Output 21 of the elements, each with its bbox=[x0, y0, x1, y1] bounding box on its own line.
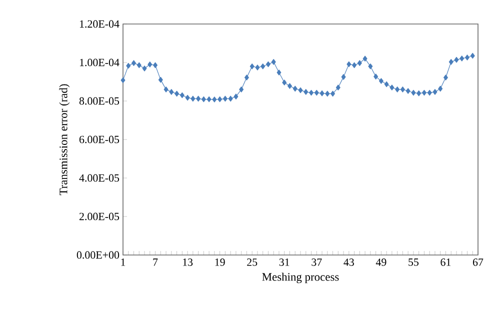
y-tick-label: 1.20E-04 bbox=[80, 20, 120, 28]
x-axis-title: Meshing process bbox=[262, 272, 339, 284]
y-tick-label: 6.00E-05 bbox=[79, 136, 120, 144]
y-tick-label: 4.00E-05 bbox=[79, 174, 120, 182]
x-tick-label: 7 bbox=[153, 258, 158, 266]
y-tick-label: 2.00E-05 bbox=[79, 212, 120, 220]
y-axis-title: Transmission error (rad) bbox=[59, 84, 70, 196]
x-tick-label: 31 bbox=[279, 258, 290, 266]
x-tick-label: 37 bbox=[312, 258, 322, 266]
x-tick-label: 49 bbox=[376, 258, 386, 266]
x-tick-label: 25 bbox=[247, 258, 258, 266]
x-tick-label: 13 bbox=[183, 258, 193, 266]
x-tick-label: 55 bbox=[408, 258, 419, 266]
x-tick-label: 43 bbox=[344, 258, 354, 266]
x-tick-label: 19 bbox=[215, 258, 225, 266]
x-tick-label: 61 bbox=[440, 258, 451, 266]
x-tick-label: 1 bbox=[121, 258, 126, 266]
x-tick-label: 67 bbox=[472, 258, 484, 266]
y-tick-label: 0.00E+00 bbox=[76, 251, 120, 259]
y-tick-label: 1.00E-04 bbox=[80, 58, 120, 66]
y-tick-label: 8.00E-05 bbox=[79, 97, 120, 105]
